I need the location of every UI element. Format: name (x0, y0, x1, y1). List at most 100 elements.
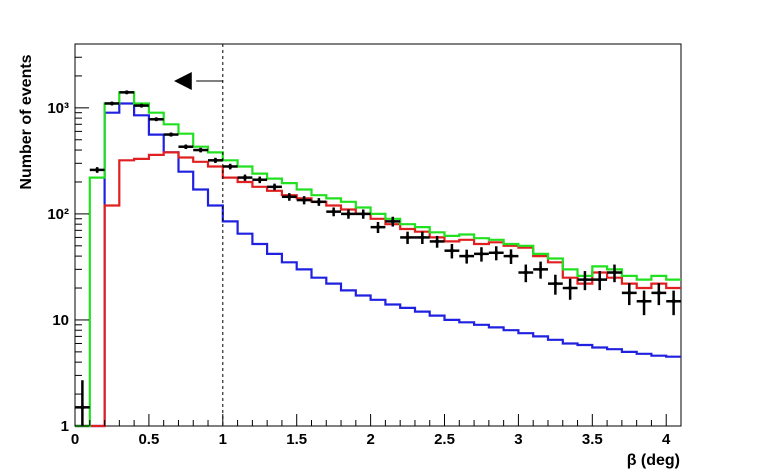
data-point-marker (597, 277, 602, 282)
data-point-marker (435, 239, 440, 244)
data-point-marker (420, 235, 425, 240)
data-point (533, 261, 548, 279)
data-point-marker (257, 177, 262, 182)
y-tick-label: 10² (47, 206, 69, 223)
data-point (607, 264, 622, 283)
data-point (355, 209, 371, 219)
data-point-marker (124, 90, 129, 95)
data-point-marker (169, 132, 174, 137)
data-point (577, 271, 593, 291)
data-point (119, 90, 135, 95)
data-point (281, 193, 297, 201)
data-point (208, 157, 223, 163)
data-point-marker (95, 167, 100, 172)
data-point-marker (627, 290, 632, 295)
x-tick-label: 2 (366, 431, 374, 448)
data-point-marker (405, 235, 410, 240)
data-point (134, 103, 149, 108)
data-point-marker (331, 209, 336, 214)
data-point-marker (154, 117, 159, 122)
data-point-marker (198, 148, 203, 153)
data-point-marker (568, 286, 573, 291)
y-axis-label: Number of events (18, 54, 35, 189)
data-point (326, 207, 342, 217)
data-point-marker (582, 277, 587, 282)
data-point (651, 283, 667, 306)
data-point-marker (479, 251, 484, 256)
data-point (252, 176, 268, 184)
axis-layer: 0 0.5 1 1.5 2 2.5 3 3.5 4 1 10 10² 10³ (47, 43, 682, 448)
data-point-marker (242, 175, 247, 180)
data-point (474, 247, 489, 262)
data-point (75, 380, 90, 426)
data-point-marker (390, 219, 395, 224)
data-point (636, 290, 652, 316)
data-point-marker (376, 225, 380, 230)
data-point-marker (109, 101, 114, 106)
y-tick-label: 10 (52, 312, 69, 329)
data-point-marker (656, 290, 661, 295)
data-point (459, 249, 475, 264)
data-point (547, 274, 563, 295)
data-point (148, 117, 164, 122)
y-tick-label: 1 (61, 418, 69, 435)
data-point (518, 264, 534, 283)
data-point (311, 198, 327, 206)
data-point-marker (361, 211, 366, 216)
data-point-marker (449, 248, 454, 253)
x-tick-label: 4 (662, 431, 671, 448)
data-point (193, 147, 209, 153)
data-point-marker (553, 281, 558, 286)
data-point-marker (346, 211, 351, 216)
histogram-line-0 (75, 102, 681, 428)
data-point (429, 235, 445, 248)
data-point (414, 231, 430, 245)
data-point (222, 163, 238, 170)
x-tick-label: 0.5 (138, 431, 159, 448)
data-point-marker (139, 103, 144, 108)
data-point (237, 174, 253, 181)
data-point-marker (272, 184, 277, 189)
data-point-marker (302, 198, 307, 203)
data-point-marker (509, 254, 514, 259)
x-tick-label: 3.5 (582, 431, 603, 448)
data-point-marker (494, 250, 499, 255)
histogram-line-2 (75, 91, 681, 428)
data-point (385, 216, 401, 227)
series-layer (75, 44, 681, 428)
data-point (296, 196, 312, 205)
data-point (562, 278, 578, 300)
data-point (400, 231, 415, 245)
y-tick-label: 10³ (47, 100, 69, 117)
data-point-marker (228, 164, 233, 169)
plot-frame (74, 43, 682, 427)
data-point-marker (287, 194, 292, 199)
x-tick-label: 0 (71, 431, 79, 448)
data-point (163, 132, 179, 137)
data-point (503, 249, 519, 264)
data-point-marker (671, 299, 676, 304)
data-point-marker (316, 199, 321, 204)
data-point (592, 271, 608, 291)
data-point-marker (523, 270, 528, 275)
data-point-marker (612, 270, 617, 275)
data-point (621, 283, 637, 306)
data-point (178, 144, 194, 150)
data-point (370, 221, 386, 234)
x-tick-label: 1 (219, 431, 227, 448)
data-point-marker (80, 405, 85, 410)
data-point (341, 209, 356, 219)
data-point-marker (642, 299, 647, 304)
data-point (89, 167, 105, 173)
x-axis-label: β (deg) (627, 452, 680, 469)
data-point-marker (464, 254, 469, 259)
data-point-marker (213, 158, 218, 163)
data-point (666, 290, 681, 316)
x-tick-label: 3 (514, 431, 522, 448)
data-point (104, 101, 120, 106)
data-point (267, 183, 282, 191)
data-point (488, 246, 504, 261)
data-point-marker (183, 144, 188, 149)
x-tick-label: 2.5 (434, 431, 455, 448)
